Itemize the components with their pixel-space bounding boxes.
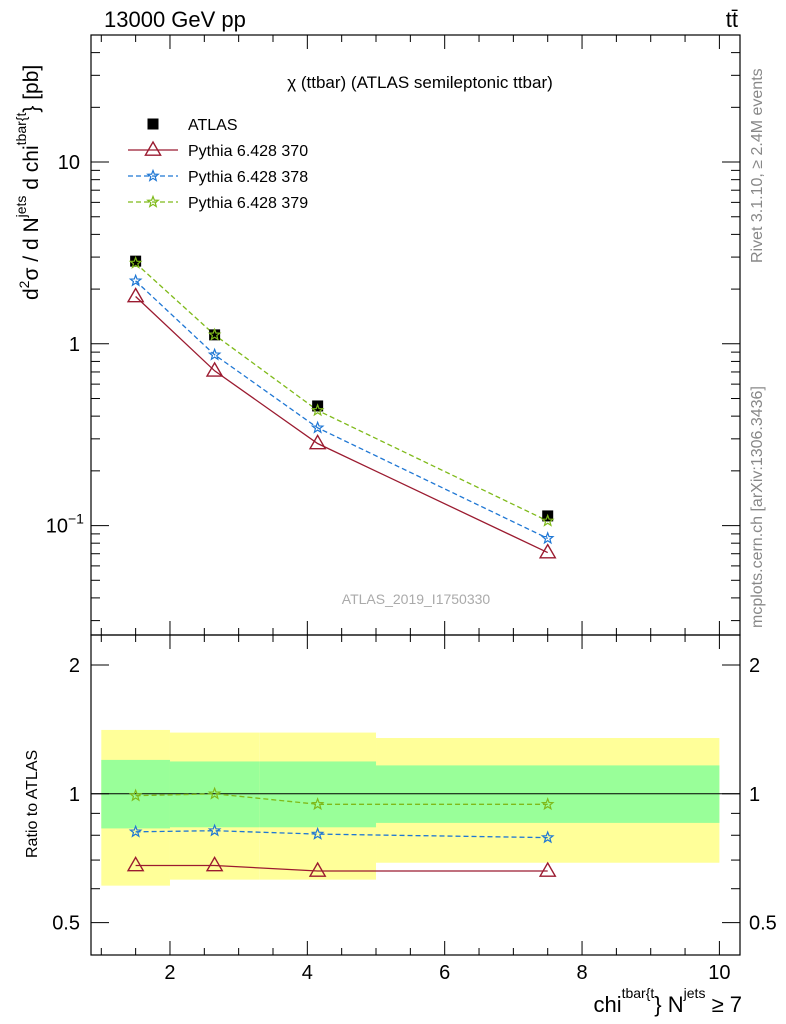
ratio-x-tick-labels: 2 4 6 8 10	[164, 962, 730, 984]
y-tick-label-0.1-exponent: −1	[68, 511, 84, 527]
main-point-series-0	[130, 255, 142, 267]
y-tick-label-10: 10	[58, 152, 80, 174]
ratio-line-series-2	[135, 793, 548, 805]
green-band-bin	[169, 761, 260, 828]
legend-label-2: Pythia 6.428 378	[188, 169, 308, 186]
main-point-series-2	[540, 531, 555, 545]
xlabel-chi: chi	[593, 992, 621, 1017]
ratio-y-axis-title: Ratio to ATLAS	[24, 750, 41, 858]
process-label: tt̄	[726, 7, 738, 32]
main-point-series-1	[538, 543, 557, 559]
plot-title: χ (ttbar) (ATLAS semileptonic ttbar)	[287, 73, 553, 92]
ylabel-pb: } [pb]	[20, 65, 43, 113]
xlabel-mid: } N	[654, 992, 683, 1017]
ratio-point-series-2	[310, 797, 325, 811]
ylabel-sup2: 2	[16, 280, 32, 288]
main-point-series-2	[128, 273, 143, 287]
y-tick-label-0.1: 10	[46, 516, 68, 538]
y-tick-label-1: 1	[69, 334, 80, 356]
ylabel-sup-jets: jets	[13, 196, 29, 219]
ratio-y-tick-label-right: 1	[749, 784, 760, 806]
energy-label: 13000 GeV pp	[104, 7, 246, 32]
ratio-point-series-1	[310, 826, 325, 840]
y-tick-label-0.1-base: 10	[46, 516, 68, 538]
legend-marker-2	[146, 168, 160, 182]
ratio-y-tick-label: 0.5	[52, 913, 80, 935]
xlabel-tail: ≥ 7	[705, 992, 742, 1017]
main-point-series-1	[126, 287, 145, 303]
ratio-point-series-1	[540, 830, 555, 844]
x-tick-label: 2	[164, 962, 175, 984]
ratio-frame	[90, 634, 741, 956]
main-line-series-3	[135, 262, 548, 522]
main-series-lines	[135, 262, 548, 554]
main-point-series-1	[205, 361, 224, 377]
legend-marker-0	[147, 118, 159, 130]
main-line-series-1	[135, 296, 548, 554]
ratio-y-tick-labels: 0.5 0.5 1 1 2 2	[52, 655, 777, 935]
main-point-series-3	[207, 327, 222, 341]
x-tick-label: 10	[708, 962, 730, 984]
legend-marker-3	[146, 194, 160, 208]
ratio-point-series-0	[308, 861, 327, 877]
ratio-y-tick-label: 2	[69, 655, 80, 677]
ratio-y-tick-label-right: 0.5	[749, 913, 777, 935]
ratio-series-lines	[135, 793, 548, 872]
main-point-series-3	[128, 255, 143, 269]
ratio-point-series-1	[207, 823, 222, 837]
main-point-series-2	[207, 347, 222, 361]
ratio-uncertainty-bands	[101, 729, 720, 886]
green-band-bin	[259, 761, 377, 828]
ylabel-d: d	[20, 288, 43, 300]
ylabel-dchi: d chi	[20, 145, 43, 195]
analysis-watermark: ATLAS_2019_I1750330	[342, 591, 491, 607]
main-axis-ticks	[91, 34, 740, 635]
ratio-point-series-2	[540, 797, 555, 811]
x-axis-title: chitbar{t} Njets ≥ 7	[593, 985, 742, 1017]
ratio-line-series-0	[135, 864, 548, 872]
ratio-point-series-0	[126, 856, 145, 872]
legend-marker-1	[144, 140, 162, 156]
ratio-y-tick-label-right: 2	[749, 655, 760, 677]
ratio-y-tick-label: 1	[69, 784, 80, 806]
ratio-point-series-0	[538, 861, 557, 877]
main-line-series-2	[135, 280, 548, 539]
ratio-point-series-2	[207, 786, 222, 800]
ratio-line-series-1	[135, 830, 548, 839]
ylabel-sigma: σ / d N	[20, 217, 43, 280]
x-tick-label: 8	[576, 962, 587, 984]
main-point-series-1	[308, 434, 327, 450]
xlabel-sup-tbar: tbar{t	[622, 985, 655, 1001]
ratio-panel: 0.5 0.5 1 1 2 2 2 4 6 8 10 Ratio to ATLAS chitbar…	[24, 634, 777, 1017]
ylabel-sup-tbar: tbar{t	[13, 113, 29, 146]
main-point-series-3	[540, 513, 555, 527]
x-tick-label: 6	[439, 962, 450, 984]
legend: ATLAS Pythia 6.428 370 Pythia 6.428 378 Pyt…	[128, 117, 308, 212]
main-point-series-2	[310, 420, 325, 434]
main-series-markers	[126, 255, 557, 559]
ratio-point-series-0	[205, 856, 224, 872]
rivet-version-label: Rivet 3.1.10, ≥ 2.4M events	[749, 68, 766, 263]
main-panel: χ (ttbar) (ATLAS semileptonic ttbar) ATL…	[13, 34, 741, 636]
y-axis-title: d2σ / d Njets d chitbar{t} [pb]	[13, 65, 43, 300]
legend-label-3: Pythia 6.428 379	[188, 195, 308, 212]
legend-label-1: Pythia 6.428 370	[188, 143, 308, 160]
ratio-point-series-1	[128, 824, 143, 838]
x-tick-label: 4	[302, 962, 313, 984]
main-point-series-3	[310, 403, 325, 417]
mcplots-site-label: mcplots.cern.ch [arXiv:1306.3436]	[749, 386, 766, 628]
legend-label-0: ATLAS	[188, 117, 238, 134]
ratio-point-series-2	[128, 788, 143, 802]
ratio-axis-ticks	[91, 635, 740, 955]
xlabel-sup-jets: jets	[683, 985, 706, 1001]
ratio-series-markers	[126, 786, 557, 877]
main-point-series-0	[209, 329, 221, 341]
